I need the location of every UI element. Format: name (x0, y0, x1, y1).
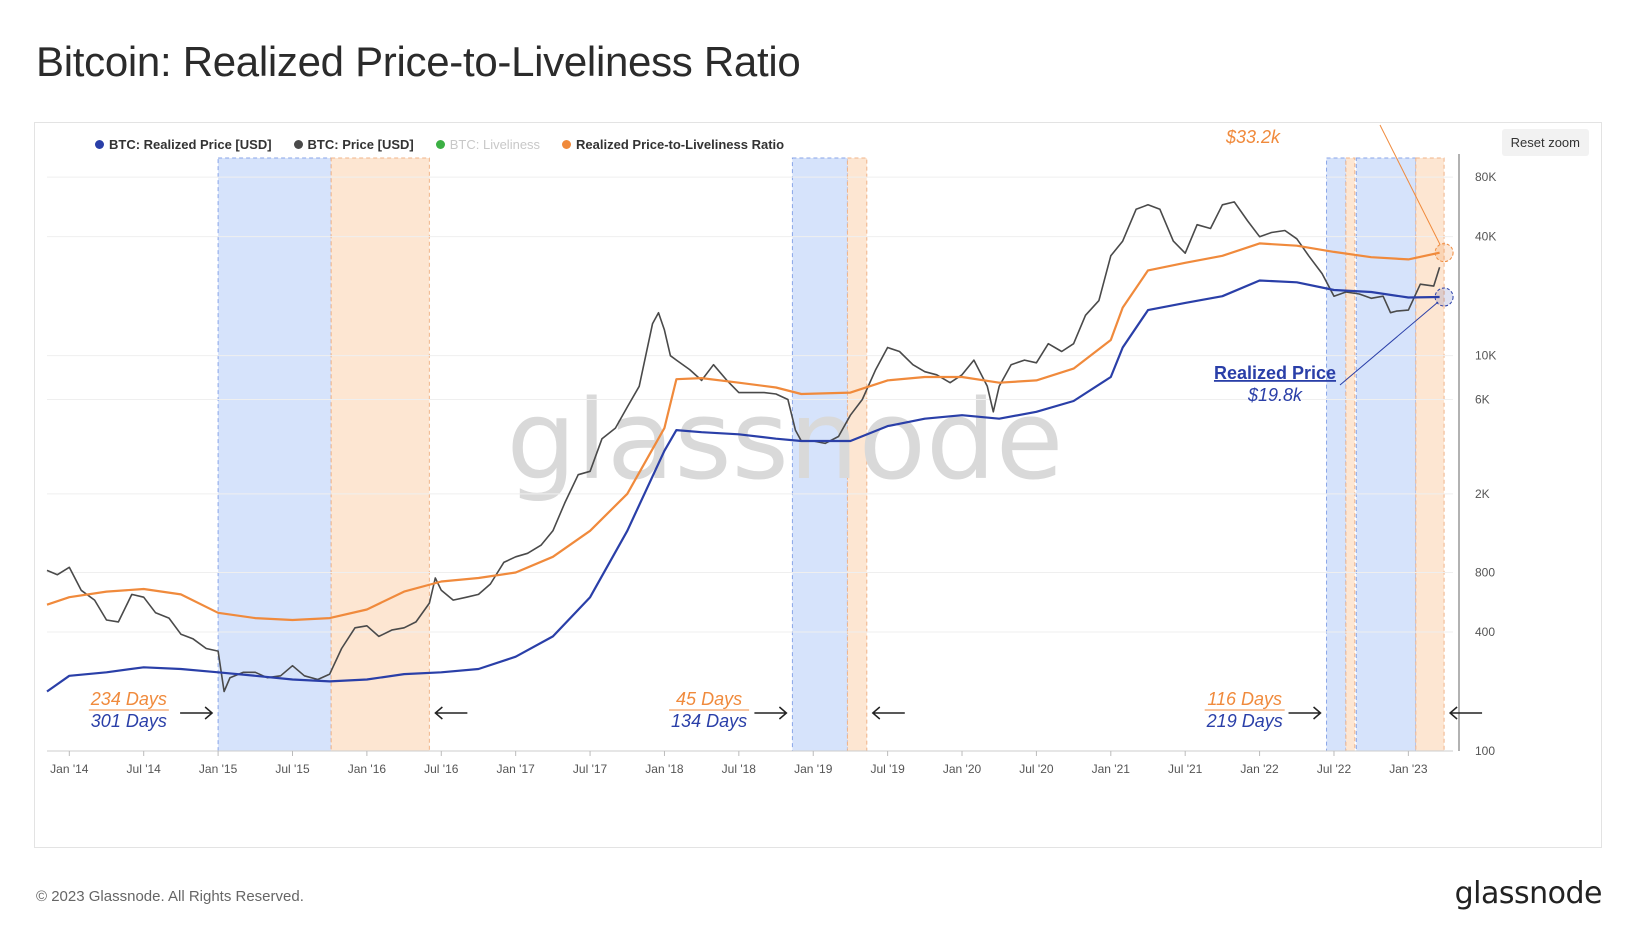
legend-label: BTC: Realized Price [USD] (109, 137, 272, 152)
arrow-left-icon (871, 706, 905, 720)
legend-item-price[interactable]: BTC: Price [USD] (293, 137, 414, 152)
legend-dot-icon (435, 140, 445, 149)
legend-item-ratio[interactable]: Realized Price-to-Liveliness Ratio (562, 137, 784, 152)
x-tick-label: Jul '15 (275, 762, 310, 776)
band-blue-4 (1326, 157, 1347, 752)
y-tick-label: 400 (1475, 625, 1495, 639)
cycle-blue-days: 301 Days (91, 711, 167, 731)
x-tick-label: Jan '19 (794, 762, 833, 776)
x-tick-label: Jan '14 (50, 762, 89, 776)
realized-end-marker (1434, 287, 1454, 307)
x-tick-label: Jan '23 (1389, 762, 1428, 776)
arrow-right-icon (1288, 706, 1322, 720)
reset-zoom-button[interactable]: Reset zoom (1501, 129, 1589, 156)
legend-label: BTC: Liveliness (449, 137, 541, 152)
x-tick-label: Jan '15 (199, 762, 238, 776)
ratio-end-marker (1434, 243, 1454, 263)
cycle-orange-days: 116 Days (1207, 689, 1282, 709)
legend-item-realized-price[interactable]: BTC: Realized Price [USD] (95, 137, 272, 152)
series-layer (46, 201, 1441, 693)
x-tick-label: Jul '21 (1168, 762, 1203, 776)
realized-callout-label: Realized Price (1214, 363, 1336, 383)
legend-dot-icon (293, 140, 303, 149)
realized-callout-line (1339, 301, 1439, 386)
arrow-left-icon (434, 706, 468, 720)
page-title: Bitcoin: Realized Price-to-Liveliness Ra… (36, 38, 801, 85)
legend-label: BTC: Price [USD] (307, 137, 414, 152)
x-tick-label: Jul '19 (870, 762, 905, 776)
y-tick-label: 6K (1475, 393, 1490, 407)
chart-container: BTC: Realized Price [USD] BTC: Price [US… (34, 122, 1602, 848)
legend-item-liveliness[interactable]: BTC: Liveliness (435, 137, 541, 152)
x-tick-label: Jul '18 (722, 762, 757, 776)
ratio-callout-value: $33.2k (1225, 127, 1281, 147)
cycle-blue-days: 134 Days (671, 711, 747, 731)
x-tick-label: Jul '14 (127, 762, 162, 776)
annotation-layer: Realized Price to Liveliness $33.2k Realiz… (88, 123, 1483, 731)
legend-label: Realized Price-to-Liveliness Ratio (576, 137, 785, 152)
x-tick-label: Jan '21 (1092, 762, 1131, 776)
ratio-callout-line (1379, 124, 1441, 245)
x-tick-label: Jan '17 (497, 762, 536, 776)
footer-copyright: © 2023 Glassnode. All Rights Reserved. (36, 888, 304, 905)
y-tick-label: 100 (1475, 744, 1495, 758)
axis-layer: 100 400 800 2K 6K 10K 40K 80K Jan '14 Jul '14 Jan … (47, 154, 1496, 776)
realized-callout-value: $19.8k (1247, 385, 1303, 405)
ratio-callout-label: Realized Price to Liveliness (1135, 123, 1371, 124)
band-orange-1 (330, 157, 430, 752)
chart-legend: BTC: Realized Price [USD] BTC: Price [US… (95, 137, 784, 152)
y-tick-label: 10K (1475, 349, 1496, 363)
x-tick-label: Jan '18 (645, 762, 684, 776)
x-tick-label: Jul '20 (1019, 762, 1054, 776)
series-line-2 (46, 279, 1440, 693)
cycle-blue-days: 219 Days (1206, 711, 1283, 731)
y-tick-label: 80K (1475, 170, 1496, 184)
arrow-right-icon (180, 706, 214, 720)
x-tick-label: Jul '22 (1317, 762, 1352, 776)
x-tick-label: Jan '22 (1240, 762, 1279, 776)
x-tick-label: Jan '20 (943, 762, 982, 776)
arrow-left-icon (1448, 706, 1483, 720)
band-blue-0 (217, 157, 332, 752)
legend-dot-icon (562, 140, 572, 149)
series-line-0 (46, 201, 1441, 693)
cycle-orange-days: 234 Days (90, 689, 167, 709)
arrow-right-icon (754, 706, 788, 720)
footer-logo: glassnode (1454, 876, 1603, 911)
series-line-1 (46, 242, 1440, 622)
legend-dot-icon (95, 140, 104, 149)
x-tick-label: Jul '17 (573, 762, 608, 776)
y-tick-label: 40K (1475, 230, 1496, 244)
bands-layer (217, 157, 1445, 752)
band-blue-6 (1355, 157, 1417, 752)
band-orange-3 (846, 157, 868, 752)
y-tick-label: 2K (1475, 487, 1490, 501)
x-tick-label: Jan '16 (348, 762, 387, 776)
cycle-orange-days: 45 Days (676, 689, 742, 709)
y-tick-label: 800 (1475, 565, 1495, 579)
band-orange-5 (1345, 157, 1356, 752)
x-tick-label: Jul '16 (424, 762, 459, 776)
